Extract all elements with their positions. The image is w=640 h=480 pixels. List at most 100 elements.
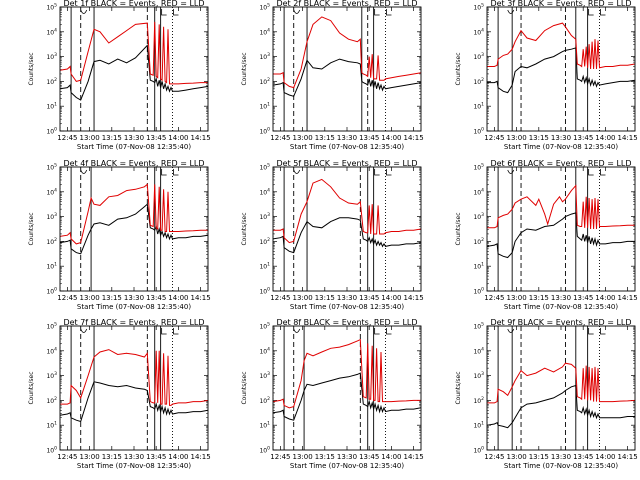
x-tick-label: 14:15 — [618, 453, 638, 461]
x-tick-label: 13:15 — [529, 134, 549, 142]
mode-symbol — [293, 9, 301, 14]
y-tick-label: 103 — [46, 371, 57, 380]
chart-panel-7: Det 7f BLACK = Events, RED = LLD Counts/s… — [28, 318, 211, 470]
plot-frame — [486, 6, 636, 132]
chart-panel-8: Det 8f BLACK = Events, RED = LLD Counts/s… — [241, 318, 424, 470]
y-tick-label: 104 — [259, 27, 270, 36]
y-tick-label: 100 — [473, 287, 484, 296]
mode-symbol — [173, 9, 179, 16]
x-tick-label: 12:45 — [57, 453, 77, 461]
chart-title: Det 8f BLACK = Events, RED = LLD — [276, 318, 417, 327]
series-lld-line — [60, 349, 208, 406]
series-lld-line — [273, 178, 421, 244]
series-events-line — [273, 58, 421, 97]
mode-symbol — [374, 328, 380, 335]
series-lld-line — [487, 362, 635, 404]
y-tick-label: 103 — [259, 52, 270, 61]
x-tick-label: 14:00 — [381, 294, 401, 302]
y-tick-label: 100 — [46, 127, 57, 136]
chart-title: Det 9f BLACK = Events, RED = LLD — [490, 318, 631, 327]
plot-frame — [59, 166, 209, 292]
y-tick-label: 104 — [473, 27, 484, 36]
y-tick-label: 101 — [473, 421, 484, 430]
y-axis-label: Counts/sec — [28, 52, 35, 85]
series-lld-line — [60, 21, 208, 85]
y-tick-label: 104 — [46, 346, 57, 355]
y-tick-label: 104 — [46, 27, 57, 36]
mode-symbol — [507, 328, 515, 333]
mode-symbol — [507, 9, 515, 14]
series-lld-line — [60, 183, 208, 245]
x-tick-label: 13:45 — [573, 294, 593, 302]
x-tick-label: 13:30 — [337, 453, 357, 461]
chart-panel-9: Det 9f BLACK = Events, RED = LLD Counts/s… — [455, 318, 638, 470]
series-lld-line — [273, 16, 421, 89]
x-tick-label: 14:15 — [191, 134, 211, 142]
y-tick-label: 105 — [259, 3, 270, 12]
y-tick-label: 103 — [473, 371, 484, 380]
y-tick-label: 104 — [46, 187, 57, 196]
plot-frame — [486, 325, 636, 451]
plot-frame — [272, 166, 422, 292]
x-tick-label: 14:00 — [381, 134, 401, 142]
x-axis-label: Start Time (07-Nov-08 12:35:40) — [504, 462, 618, 470]
chart-title: Det 4f BLACK = Events, RED = LLD — [63, 159, 204, 168]
x-tick-label: 13:30 — [337, 134, 357, 142]
x-tick-label: 13:30 — [551, 134, 571, 142]
mode-symbol — [386, 169, 392, 176]
chart-panel-4: Det 4f BLACK = Events, RED = LLD Counts/s… — [28, 159, 211, 311]
x-tick-label: 13:15 — [315, 294, 335, 302]
y-tick-label: 101 — [473, 262, 484, 271]
y-tick-label: 104 — [259, 346, 270, 355]
y-tick-label: 102 — [473, 396, 484, 405]
y-tick-label: 101 — [259, 421, 270, 430]
y-axis-label: Counts/sec — [28, 212, 35, 245]
x-tick-label: 13:00 — [507, 134, 527, 142]
mode-symbol — [80, 328, 88, 333]
x-tick-label: 13:15 — [102, 294, 122, 302]
chart-panel-1: Det 1f BLACK = Events, RED = LLD Counts/s… — [28, 0, 211, 151]
x-tick-label: 14:00 — [595, 294, 615, 302]
x-axis-label: Start Time (07-Nov-08 12:35:40) — [77, 462, 191, 470]
x-tick-label: 13:45 — [573, 134, 593, 142]
mode-symbol — [293, 328, 301, 333]
y-axis-label: Counts/sec — [241, 212, 248, 245]
y-tick-label: 101 — [46, 262, 57, 271]
plot-frame — [486, 166, 636, 292]
y-tick-label: 100 — [259, 446, 270, 455]
chart-panel-5: Det 5f BLACK = Events, RED = LLD Counts/s… — [241, 159, 424, 311]
y-tick-label: 103 — [259, 371, 270, 380]
x-tick-label: 14:15 — [404, 453, 424, 461]
y-tick-label: 104 — [473, 346, 484, 355]
chart-panel-6: Det 6f BLACK = Events, RED = LLD Counts/s… — [455, 159, 638, 311]
mode-symbol — [588, 9, 594, 16]
y-tick-label: 103 — [473, 212, 484, 221]
y-tick-label: 102 — [473, 77, 484, 86]
y-tick-label: 102 — [46, 237, 57, 246]
series-lld-line — [487, 184, 635, 230]
series-lld-line — [273, 338, 421, 409]
x-axis-label: Start Time (07-Nov-08 12:35:40) — [290, 143, 404, 151]
x-tick-label: 13:45 — [359, 294, 379, 302]
y-tick-label: 101 — [259, 262, 270, 271]
y-tick-label: 105 — [46, 3, 57, 12]
mode-symbol — [386, 328, 392, 335]
chart-panel-2: Det 2f BLACK = Events, RED = LLD Counts/s… — [241, 0, 424, 151]
x-tick-label: 13:45 — [146, 134, 166, 142]
mode-symbol — [600, 328, 606, 335]
series-events-line — [60, 381, 208, 423]
y-tick-label: 100 — [259, 287, 270, 296]
x-tick-label: 13:30 — [124, 453, 144, 461]
mode-symbol — [173, 169, 179, 176]
y-tick-label: 101 — [46, 102, 57, 111]
series-events-line — [60, 203, 208, 255]
x-tick-label: 13:45 — [359, 134, 379, 142]
mode-symbol — [588, 328, 594, 335]
x-axis-label: Start Time (07-Nov-08 12:35:40) — [77, 143, 191, 151]
x-tick-label: 13:00 — [293, 453, 313, 461]
x-tick-label: 14:00 — [168, 134, 188, 142]
x-tick-label: 12:45 — [57, 294, 77, 302]
x-tick-label: 14:00 — [595, 453, 615, 461]
y-tick-label: 105 — [473, 3, 484, 12]
